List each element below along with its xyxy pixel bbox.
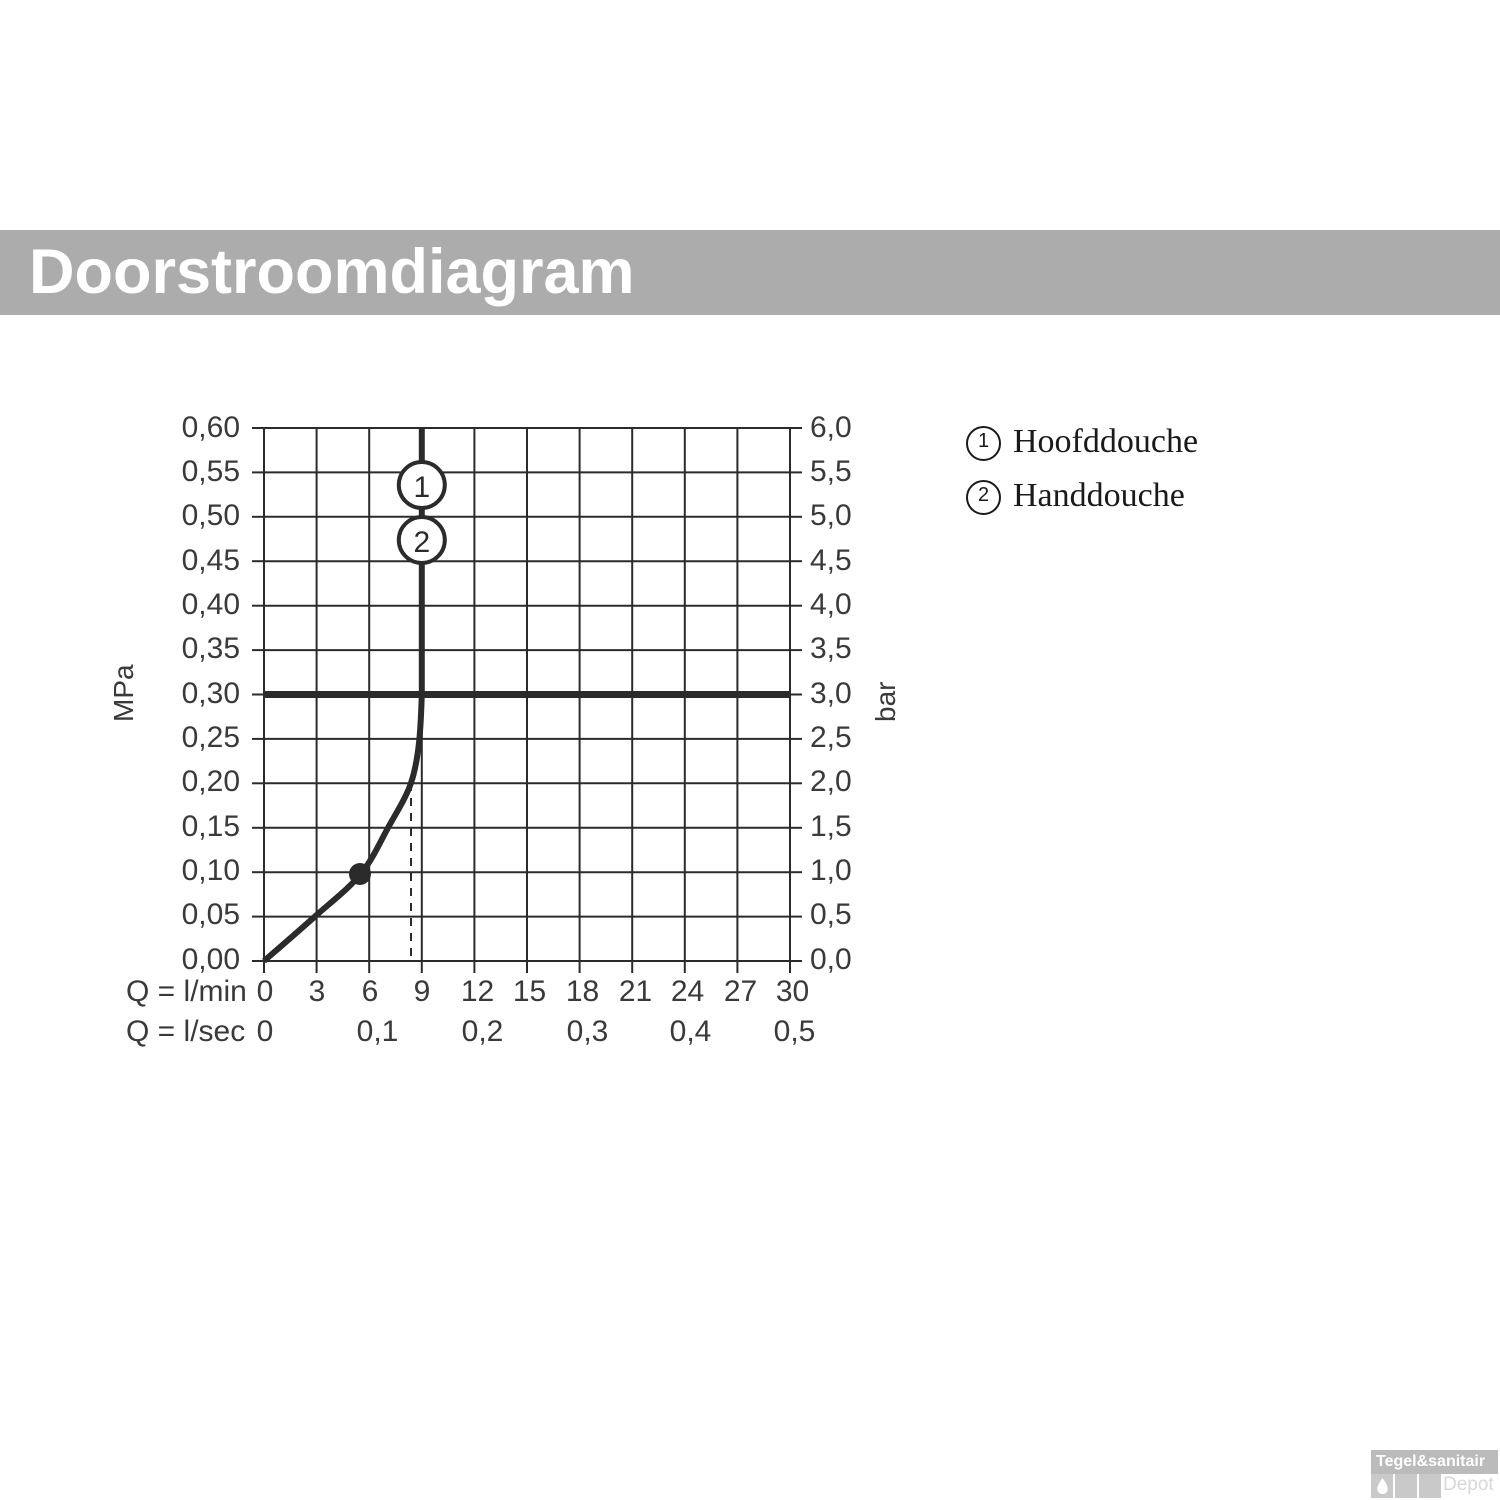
svg-text:2: 2 [413,526,430,559]
svg-text:1: 1 [413,471,430,504]
